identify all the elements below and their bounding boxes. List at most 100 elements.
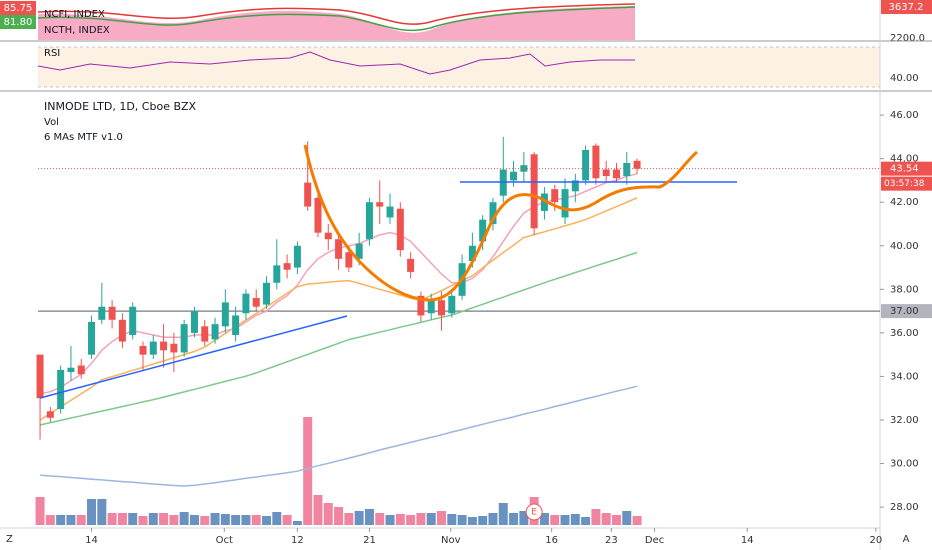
volume-bar (66, 515, 76, 525)
plot: 46.00 44.00 42.00 40.00 38.00 36.00 34.00 32.00… (35, 110, 932, 546)
countdown-label: 03:57:38 (884, 179, 925, 189)
volume-bar (189, 515, 199, 525)
volume-bar (87, 499, 97, 525)
candle-body (77, 365, 85, 375)
candle-body (180, 324, 188, 353)
candle-body (139, 345, 147, 355)
rsi-name: RSI (44, 48, 60, 59)
volume-bar (354, 511, 364, 525)
candle-body (263, 282, 271, 305)
volume-bar (550, 515, 560, 525)
candle-body (530, 154, 538, 229)
pattern-curve (303, 144, 698, 302)
index-line (37, 3, 636, 25)
candle-body (129, 306, 137, 336)
candle-body (242, 293, 250, 314)
volume-bar (364, 509, 374, 525)
volume-bar (272, 512, 282, 525)
moving-average (39, 197, 638, 421)
moving-average (40, 385, 638, 487)
candle-body (335, 239, 343, 259)
axis-label: 2200.0 (890, 33, 925, 44)
volume-bar (395, 514, 405, 525)
candle-body (314, 197, 322, 233)
volume-bar (519, 511, 529, 525)
volume-bar (591, 509, 601, 525)
candle-body (417, 295, 425, 316)
candle-body (118, 319, 126, 342)
volume-bar (241, 515, 251, 525)
volume-bar (107, 513, 117, 525)
value-label: 81.80 (4, 17, 33, 28)
candle-body (324, 232, 332, 240)
volume-bar (282, 515, 292, 525)
volume-bar (262, 516, 272, 525)
trend-line (39, 315, 348, 399)
value-badge (0, 15, 36, 29)
candle-body (283, 263, 291, 270)
candle-body (365, 202, 373, 240)
footer-label: A (903, 534, 910, 545)
candle-body (427, 300, 435, 314)
candle-body (438, 300, 446, 316)
index-area (38, 6, 635, 40)
candle-body (396, 208, 404, 251)
volume-bar (97, 499, 107, 525)
candle-body (602, 169, 610, 177)
price-badge (881, 304, 932, 319)
volume-bar (498, 503, 508, 525)
y-tick-label: 42.00 (890, 197, 919, 208)
volume-bar (138, 516, 148, 525)
candle-body (407, 258, 415, 272)
volume-bar (200, 516, 210, 525)
event-marker (525, 503, 543, 521)
candle-body (160, 341, 168, 351)
candle-body (57, 369, 65, 410)
candle-body (489, 202, 497, 224)
y-tick-label: 44.00 (890, 154, 919, 165)
volume-bar (117, 513, 127, 525)
y-tick-label: 32.00 (890, 415, 919, 426)
x-tick-label: 14 (85, 535, 98, 546)
y-tick-label: 30.00 (890, 459, 919, 470)
candle-body (88, 321, 96, 355)
volume-bar (416, 513, 426, 525)
volume-bar (344, 513, 354, 525)
value-label: 85.75 (4, 3, 33, 14)
candle-body (355, 243, 363, 259)
candle-body (149, 341, 157, 355)
volume-bar (632, 516, 642, 525)
value-badge (881, 0, 932, 14)
index-name: NCFI, INDEX (44, 9, 105, 20)
volume-bar (45, 515, 55, 525)
axis-label: 40.00 (890, 73, 919, 84)
volume-bar (210, 513, 220, 525)
value-badge (0, 1, 36, 15)
candle-body (211, 324, 219, 340)
volume-bar (426, 513, 436, 525)
value-label: 3637.2 (889, 2, 924, 13)
chart-title: INMODE LTD, 1D, Cboe BZX (44, 100, 197, 113)
candle-body (201, 326, 209, 342)
volume-bar (334, 507, 344, 525)
volume-bar (509, 513, 519, 525)
candle-body (376, 202, 384, 207)
rsi-line (37, 51, 635, 75)
volume-bar (169, 515, 179, 525)
candle-body (190, 311, 198, 333)
volume-bar (159, 513, 169, 525)
candle-body (551, 189, 559, 203)
y-tick-label: 40.00 (890, 241, 919, 252)
volume-bar (128, 513, 138, 525)
last-price-label: 43.54 (890, 164, 919, 175)
y-tick-label: 34.00 (890, 371, 919, 382)
candle-body (623, 162, 631, 177)
volume-bar (581, 517, 591, 525)
candle-body (510, 171, 518, 181)
volume-bar (76, 515, 86, 525)
candle-body (67, 367, 75, 373)
candle-body (36, 354, 44, 399)
x-tick-label: 14 (741, 535, 754, 546)
volume-bar (231, 515, 241, 525)
